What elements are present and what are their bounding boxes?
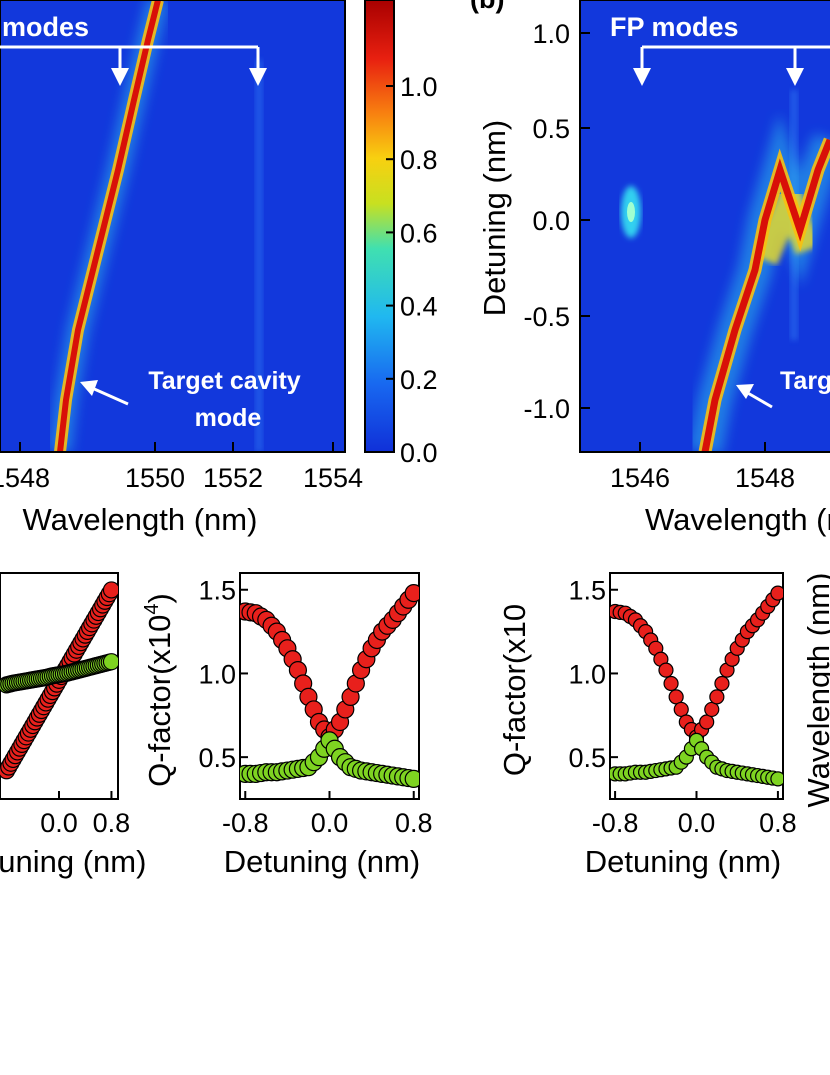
heatmap-b-ylabel: Detuning (nm) bbox=[477, 120, 512, 316]
plot-wavelength-b-xlabel: Detuning (nm) bbox=[585, 844, 781, 879]
data-point-red bbox=[699, 714, 715, 730]
heatmap-a-xticks: 1548 1550 1552 1554 bbox=[0, 442, 363, 493]
plotWB-ytick-label: 1.0 bbox=[568, 659, 606, 689]
target-mode-line1-a: Target cavity bbox=[148, 367, 300, 395]
data-point-red bbox=[770, 585, 783, 601]
data-point-red bbox=[663, 675, 679, 692]
heatmap-b-ytick-label: 1.0 bbox=[532, 19, 570, 49]
colorbar-tick-label: 0.4 bbox=[400, 292, 438, 322]
colorbar-tick-label: 0.8 bbox=[400, 145, 438, 175]
plotQA-ytick-label: 1.5 bbox=[198, 576, 236, 606]
heatmap-a-xtick-label: 1548 bbox=[0, 463, 50, 493]
data-point-green bbox=[770, 771, 783, 787]
heatmap-b-ytick-label: 0.5 bbox=[532, 114, 570, 144]
plotWB-xtick-label: 0.8 bbox=[759, 808, 797, 838]
plotQA-ytick-label: 0.5 bbox=[198, 743, 236, 773]
colorbar-tick-label: 0.6 bbox=[400, 218, 438, 248]
heatmap-a-xtick-label: 1550 bbox=[125, 463, 185, 493]
plotWA-xtick-label: 0.8 bbox=[93, 808, 131, 838]
plot-qfactor-a-ylabel: Q-factor(x104) bbox=[141, 593, 177, 787]
heatmap-b-xtick-label: 1548 bbox=[735, 463, 795, 493]
plotQA-xtick-label: -0.8 bbox=[222, 808, 269, 838]
fp-modes-label-a: modes bbox=[2, 12, 89, 42]
heatmap-a: modes Target cavity mode 1548 1550 1552 155… bbox=[0, 0, 363, 537]
heatmap-b-xtick-label: 1546 bbox=[610, 463, 670, 493]
plotWB-xtick-label: -0.8 bbox=[592, 808, 639, 838]
fp-modes-bracket-b bbox=[640, 45, 830, 72]
plot-qfactor-b-ylabel: Wavelength (nm) bbox=[801, 573, 830, 808]
arrow-down-icon bbox=[786, 68, 804, 86]
plot-wavelength-b-frame bbox=[609, 572, 784, 800]
colorbar-tick-label: 0.0 bbox=[400, 438, 438, 468]
data-point-red bbox=[658, 662, 674, 678]
heatmap-a-fp-streak bbox=[255, 60, 263, 452]
data-point-red bbox=[709, 689, 725, 705]
plotQA-xtick-label: 0.0 bbox=[311, 808, 349, 838]
colorbar-frame bbox=[364, 0, 395, 453]
data-point-red bbox=[704, 701, 720, 718]
target-mode-label-a: Target cavity mode bbox=[148, 367, 307, 432]
heatmap-a-ridge-core bbox=[57, 0, 161, 452]
data-point-red bbox=[714, 675, 730, 692]
plot-wavelength-b-ylabel: Q-factor(x10 bbox=[497, 604, 532, 776]
plot-wavelength-b: -0.8 0.0 0.8 0.5 1.0 1.5 Detuning (nm) Q-factor… bbox=[497, 572, 797, 879]
plotWB-ytick-label: 0.5 bbox=[568, 743, 606, 773]
data-point-red bbox=[668, 689, 684, 705]
target-arrow-b-line bbox=[745, 390, 773, 409]
target-arrow-a-line bbox=[91, 386, 129, 406]
plot-wavelength-a-xlabel-clip: Detuning (nm) bbox=[0, 844, 146, 879]
plotWB-ytick-label: 1.5 bbox=[568, 576, 606, 606]
plotQA-ytick-label: 1.0 bbox=[198, 659, 236, 689]
heatmap-a-xlabel: Wavelength (nm) bbox=[23, 502, 258, 537]
plot-wavelength-a: 0.0 0.8 bbox=[0, 572, 131, 838]
arrow-down-icon bbox=[111, 68, 129, 86]
plot-qfactor-a: -0.8 0.0 0.8 0.5 1.0 1.5 Detuning (nm) Q-factor… bbox=[141, 572, 433, 879]
target-mode-label-b: Target cavity mode bbox=[780, 367, 830, 395]
target-mode-line2-a: mode bbox=[195, 404, 262, 432]
plotWA-xtick-label: 0.0 bbox=[40, 808, 78, 838]
heatmap-a-xtick-label: 1554 bbox=[303, 463, 363, 493]
data-point-red bbox=[673, 701, 689, 718]
heatmap-b-frame bbox=[579, 0, 830, 453]
heatmap-b-fp-spot-core bbox=[627, 202, 635, 222]
heatmap-a-background bbox=[0, 0, 345, 452]
plotWB-marks bbox=[610, 585, 783, 787]
heatmap-b-ytick-label: -1.0 bbox=[523, 394, 570, 424]
heatmap-b-ticks: 1.0 0.5 0.0 -0.5 -1.0 1546 1548 bbox=[523, 19, 795, 493]
panel-b-label: (b) bbox=[470, 0, 504, 14]
data-point-red bbox=[404, 583, 419, 603]
heatmap-b-ytick-label: 0.0 bbox=[532, 206, 570, 236]
arrow-down-icon bbox=[249, 68, 267, 86]
heatmap-a-xtick-label: 1552 bbox=[203, 463, 263, 493]
plotQA-xtick-label: 0.8 bbox=[395, 808, 433, 838]
colorbar-ticks: 0.0 0.2 0.4 0.6 0.8 1.0 bbox=[386, 72, 438, 468]
plot-qfactor-a-frame bbox=[239, 572, 420, 800]
plotWA-marks bbox=[0, 581, 118, 780]
fp-modes-bracket-a bbox=[0, 45, 260, 72]
colorbar-tick-label: 1.0 bbox=[400, 72, 438, 102]
fp-modes-label-b: FP modes bbox=[610, 12, 739, 42]
data-point-red bbox=[102, 581, 118, 599]
target-mode-label-b-clip: Target cavity mode bbox=[780, 367, 830, 395]
data-point-green bbox=[404, 769, 419, 789]
heatmap-b-ytick-label: -0.5 bbox=[523, 302, 570, 332]
plot-qfactor-a-xlabel: Detuning (nm) bbox=[224, 844, 420, 879]
colorbar: 0.0 0.2 0.4 0.6 0.8 1.0 bbox=[364, 0, 438, 468]
heatmap-a-frame bbox=[0, 0, 346, 453]
colorbar-gradient bbox=[365, 0, 394, 452]
heatmap-b-ridge-core bbox=[701, 138, 830, 452]
heatmap-b: (b) FP modes Target cavity mode bbox=[470, 0, 830, 537]
plotWB-xtick-label: 0.0 bbox=[678, 808, 716, 838]
plotQA-marks bbox=[240, 583, 419, 789]
colorbar-tick-label: 0.2 bbox=[400, 365, 438, 395]
arrow-down-icon bbox=[633, 68, 651, 86]
arrow-left-icon bbox=[80, 380, 98, 396]
arrow-left-icon bbox=[736, 384, 754, 399]
data-point-green bbox=[102, 653, 118, 671]
heatmap-b-xlabel: Wavelength (nm) bbox=[645, 502, 830, 537]
